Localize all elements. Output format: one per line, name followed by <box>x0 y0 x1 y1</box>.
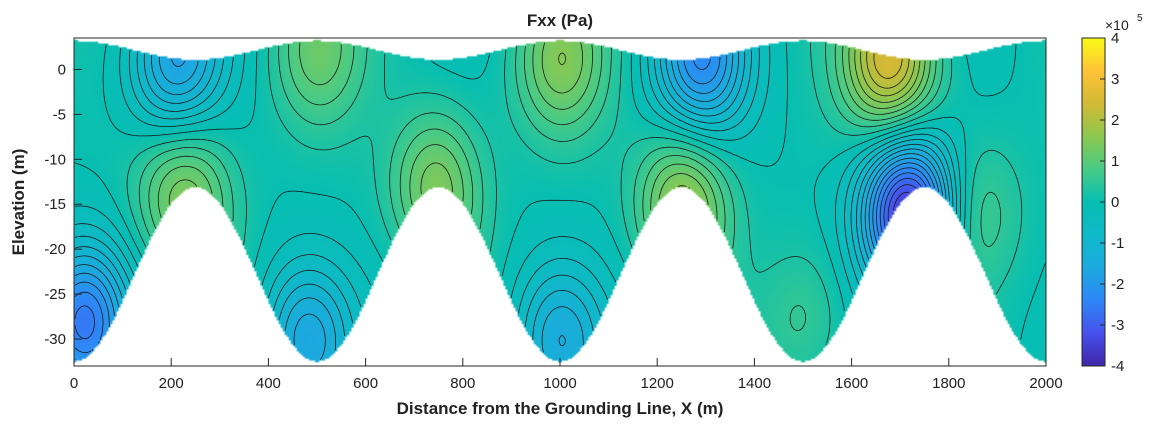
x-tick-label: 600 <box>353 375 378 392</box>
x-tick-label: 1400 <box>738 375 771 392</box>
contour-line <box>74 58 931 354</box>
colorbar-multiplier: ×10 <box>1105 17 1129 33</box>
contour-line <box>558 49 921 189</box>
contour-line <box>74 47 957 314</box>
contour-line <box>74 42 1046 340</box>
x-tick-label: 1600 <box>835 375 868 392</box>
x-tick-label: 400 <box>256 375 281 392</box>
x-axis-ticks: 0 200 400 600 800 1000 1200 1400 1600 1800 2000 <box>70 358 1063 392</box>
contour-line <box>148 44 937 233</box>
x-tick-label: 200 <box>159 375 184 392</box>
colorbar-tick-label: -2 <box>1111 276 1124 293</box>
plot-area <box>74 38 1046 366</box>
x-tick-label: 800 <box>450 375 475 392</box>
contour-line <box>74 172 927 340</box>
contour-line <box>892 191 910 214</box>
x-tick-label: 1000 <box>543 375 576 392</box>
y-tick-label: -15 <box>44 196 66 213</box>
colorbar-tick-label: -1 <box>1111 235 1124 252</box>
colorbar: 4 3 2 1 0 -1 -2 -3 -4 ×10 5 <box>1081 13 1143 375</box>
contour-line <box>74 51 950 340</box>
y-axis-ticks: 0 -5 -10 -15 -20 -25 -30 <box>44 61 82 348</box>
contour-lines <box>74 42 1046 360</box>
y-tick-label: 0 <box>58 61 66 78</box>
contour-line <box>75 51 947 353</box>
colorbar-tick-label: 0 <box>1111 194 1119 211</box>
contour-line <box>74 49 954 327</box>
y-axis-label: Elevation (m) <box>9 149 28 256</box>
colorbar-tick-label: 2 <box>1111 112 1119 129</box>
contour-line <box>74 55 940 316</box>
contour-line <box>157 42 931 221</box>
contour-line <box>168 42 926 205</box>
x-tick-label: 1800 <box>932 375 965 392</box>
contour-line <box>887 184 917 222</box>
y-tick-label: -5 <box>53 106 66 123</box>
contour-line <box>74 53 943 360</box>
y-tick-label: -30 <box>44 331 66 348</box>
colorbar-tick-label: 1 <box>1111 153 1119 170</box>
contour-line <box>74 57 935 360</box>
stress-field-image <box>74 38 1046 366</box>
chart-title: Fxx (Pa) <box>527 11 593 30</box>
colorbar-tick-label: -4 <box>1111 358 1124 375</box>
contour-line <box>866 51 910 89</box>
colorbar-ticks: 4 3 2 1 0 -1 -2 -3 -4 <box>1100 30 1124 375</box>
y-tick-label: -20 <box>44 241 66 258</box>
contour-line <box>860 51 916 97</box>
contour-line <box>138 42 1002 331</box>
colorbar-tick-label: -3 <box>1111 317 1124 334</box>
y-tick-label: -25 <box>44 286 66 303</box>
x-tick-label: 0 <box>70 375 78 392</box>
contour-line <box>873 53 903 79</box>
x-tick-label: 1200 <box>641 375 674 392</box>
y-tick-label: -10 <box>44 151 66 168</box>
contour-line <box>74 46 961 298</box>
colorbar-tick-label: 4 <box>1111 30 1119 47</box>
contour-line <box>126 42 1023 346</box>
x-tick-label: 2000 <box>1029 375 1062 392</box>
x-axis-label: Distance from the Grounding Line, X (m) <box>397 399 724 418</box>
colorbar-tick-label: 3 <box>1111 71 1119 88</box>
colorbar-exponent: 5 <box>1137 13 1143 24</box>
contour-line <box>883 178 922 227</box>
